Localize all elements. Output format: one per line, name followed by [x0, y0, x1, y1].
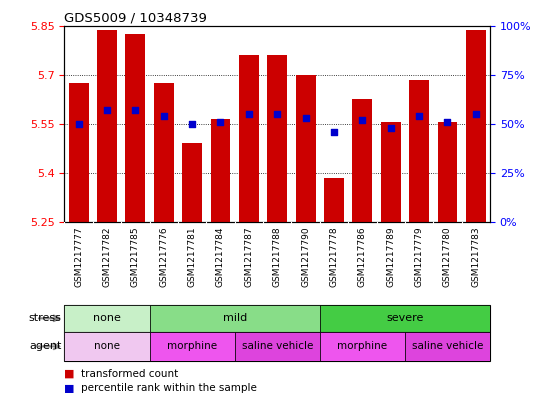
- Bar: [320, 332, 405, 361]
- Point: [472, 111, 480, 117]
- Text: GSM1217786: GSM1217786: [358, 226, 367, 287]
- Text: GSM1217785: GSM1217785: [131, 226, 140, 287]
- Bar: [324, 178, 344, 222]
- Point: [131, 107, 140, 113]
- Text: stress: stress: [29, 313, 62, 323]
- Point: [273, 111, 282, 117]
- Bar: [466, 31, 486, 222]
- Text: ■: ■: [64, 369, 75, 379]
- Text: mild: mild: [222, 313, 247, 323]
- Bar: [239, 55, 259, 222]
- Bar: [267, 55, 287, 222]
- Bar: [182, 143, 202, 222]
- Text: GSM1217784: GSM1217784: [216, 226, 225, 286]
- Text: GSM1217781: GSM1217781: [188, 226, 197, 287]
- Text: GSM1217787: GSM1217787: [244, 226, 253, 287]
- Bar: [69, 83, 88, 222]
- Text: morphine: morphine: [337, 342, 388, 351]
- Bar: [125, 34, 145, 222]
- Text: morphine: morphine: [167, 342, 217, 351]
- Bar: [154, 83, 174, 222]
- Text: GSM1217776: GSM1217776: [159, 226, 168, 287]
- Text: severe: severe: [386, 313, 423, 323]
- Point: [301, 115, 310, 121]
- Text: saline vehicle: saline vehicle: [412, 342, 483, 351]
- Point: [358, 117, 367, 123]
- Text: saline vehicle: saline vehicle: [241, 342, 313, 351]
- Bar: [235, 332, 320, 361]
- Text: GSM1217790: GSM1217790: [301, 226, 310, 287]
- Point: [244, 111, 253, 117]
- Text: none: none: [94, 342, 120, 351]
- Bar: [64, 305, 150, 332]
- Text: ■: ■: [64, 383, 75, 393]
- Point: [216, 119, 225, 125]
- Point: [414, 113, 423, 119]
- Bar: [409, 80, 429, 222]
- Text: GSM1217789: GSM1217789: [386, 226, 395, 287]
- Text: GSM1217777: GSM1217777: [74, 226, 83, 287]
- Bar: [320, 305, 490, 332]
- Bar: [405, 332, 490, 361]
- Bar: [437, 122, 458, 222]
- Text: GSM1217788: GSM1217788: [273, 226, 282, 287]
- Text: GSM1217780: GSM1217780: [443, 226, 452, 287]
- Point: [102, 107, 111, 113]
- Text: none: none: [93, 313, 121, 323]
- Point: [159, 113, 168, 119]
- Text: percentile rank within the sample: percentile rank within the sample: [81, 383, 257, 393]
- Bar: [296, 75, 315, 222]
- Text: GSM1217782: GSM1217782: [102, 226, 111, 286]
- Bar: [381, 122, 400, 222]
- Text: GDS5009 / 10348739: GDS5009 / 10348739: [64, 11, 207, 24]
- Text: GSM1217783: GSM1217783: [472, 226, 480, 287]
- Text: agent: agent: [29, 342, 62, 351]
- Point: [188, 121, 197, 127]
- Text: GSM1217779: GSM1217779: [414, 226, 423, 287]
- Bar: [64, 332, 150, 361]
- Text: GSM1217778: GSM1217778: [329, 226, 338, 287]
- Point: [443, 119, 452, 125]
- Bar: [211, 119, 230, 222]
- Text: transformed count: transformed count: [81, 369, 179, 379]
- Bar: [352, 99, 372, 222]
- Bar: [150, 332, 235, 361]
- Point: [386, 125, 395, 131]
- Point: [329, 129, 338, 135]
- Bar: [150, 305, 320, 332]
- Bar: [97, 31, 117, 222]
- Point: [74, 121, 83, 127]
